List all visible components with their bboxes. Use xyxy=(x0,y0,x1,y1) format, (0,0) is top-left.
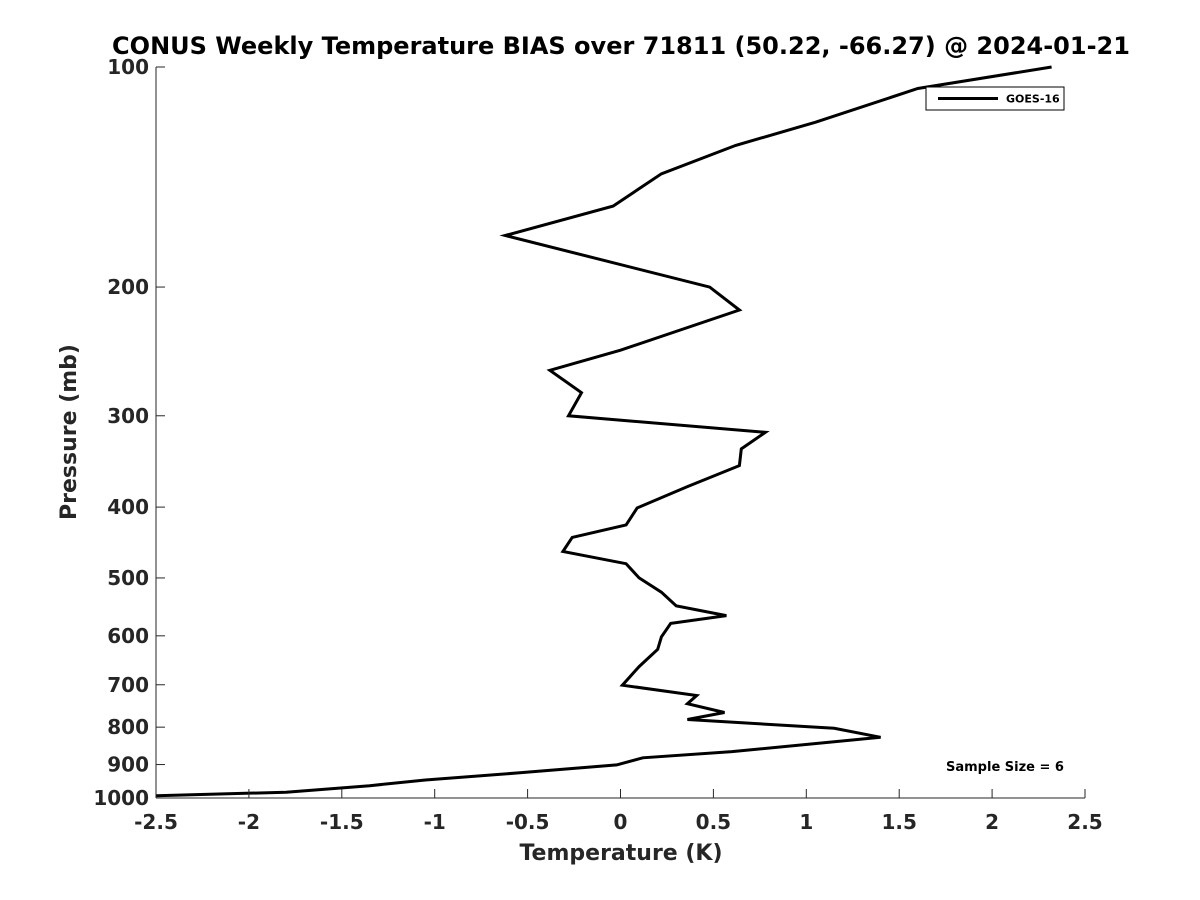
y-tick-label: 300 xyxy=(107,404,149,428)
x-tick-label: -1.5 xyxy=(320,810,364,834)
y-tick-label: 1000 xyxy=(93,786,149,810)
x-tick-label: -2.5 xyxy=(134,810,178,834)
series-line-goes-16 xyxy=(155,65,1052,798)
x-tick-label: 2.5 xyxy=(1067,810,1102,834)
axes xyxy=(155,67,1085,799)
y-tick-label: 200 xyxy=(107,275,149,299)
x-tick-label: -1 xyxy=(424,810,446,834)
ticks: -2.5 -2 -1.5 -1 -0.5 0 0.5 1 1.5 2 2.5 100 200 300 400… xyxy=(93,55,1102,834)
x-tick-label: 0.5 xyxy=(696,810,731,834)
y-tick-label: 900 xyxy=(107,753,149,777)
chart-title: CONUS Weekly Temperature BIAS over 71811… xyxy=(112,32,1130,60)
x-tick-label: 1 xyxy=(799,810,813,834)
y-tick-label: 600 xyxy=(107,624,149,648)
y-tick-label: 800 xyxy=(107,715,149,739)
y-tick-label: 400 xyxy=(107,495,149,519)
x-axis-label: Temperature (K) xyxy=(519,841,722,866)
y-tick-label: 700 xyxy=(107,673,149,697)
series-layer xyxy=(155,65,1052,798)
y-tick-label: 500 xyxy=(107,566,149,590)
y-tick-label: 100 xyxy=(107,55,149,79)
x-tick-label: 1.5 xyxy=(881,810,916,834)
sample-size-annotation: Sample Size = 6 xyxy=(946,760,1064,775)
legend: GOES-16 xyxy=(925,86,1065,111)
x-tick-label: -2 xyxy=(238,810,260,834)
x-tick-label: 2 xyxy=(985,810,999,834)
y-axis-label: Pressure (mb) xyxy=(57,344,82,520)
x-tick-label: 0 xyxy=(614,810,628,834)
x-tick-label: -0.5 xyxy=(506,810,550,834)
legend-label-goes-16: GOES-16 xyxy=(1006,93,1060,106)
